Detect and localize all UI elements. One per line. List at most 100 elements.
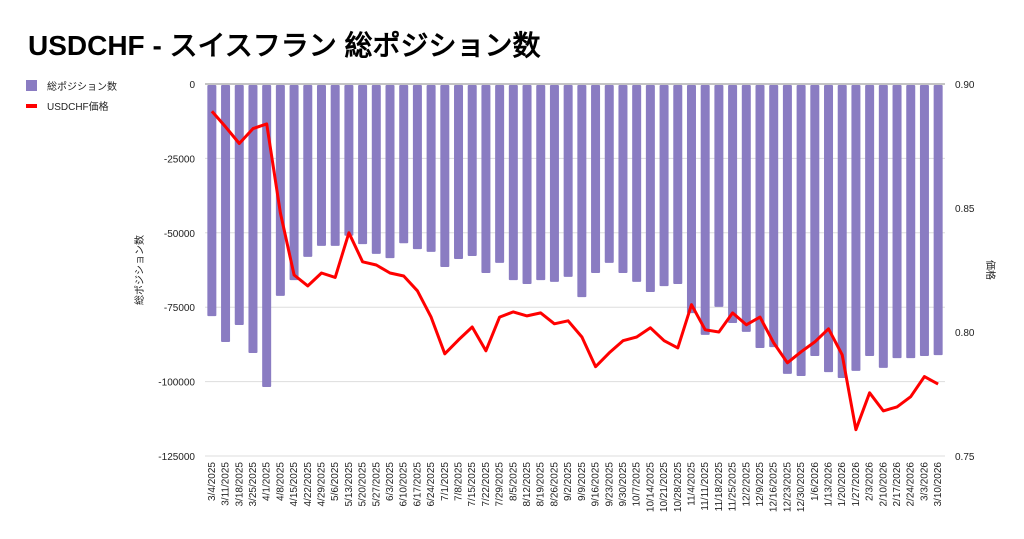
left-tick-label: 0 <box>189 80 195 91</box>
x-tick-label: 10/28/2025 <box>673 462 684 512</box>
x-tick-label: 2/17/2026 <box>892 462 903 507</box>
x-tick-label: 8/26/2025 <box>549 462 560 507</box>
bar <box>837 85 847 379</box>
bar <box>906 85 916 359</box>
x-tick-label: 11/25/2025 <box>728 462 739 512</box>
x-tick-label: 10/14/2025 <box>645 462 656 512</box>
x-tick-label: 7/8/2025 <box>454 462 465 501</box>
x-tick-label: 9/16/2025 <box>591 462 602 507</box>
chart-title: USDCHF - スイスフラン 総ポジション数 <box>28 30 541 61</box>
bar <box>659 85 669 287</box>
bar <box>303 85 313 257</box>
x-tick-label: 7/29/2025 <box>495 462 506 507</box>
x-tick-label: 12/23/2025 <box>782 462 793 512</box>
bar <box>440 85 450 268</box>
legend-label: USDCHF価格 <box>47 102 109 113</box>
bar <box>563 85 573 277</box>
x-tick-label: 4/22/2025 <box>303 462 314 507</box>
legend-swatch-line <box>26 103 37 108</box>
x-tick-label: 5/20/2025 <box>358 462 369 507</box>
bar <box>714 85 724 307</box>
x-tick-label: 10/21/2025 <box>659 462 670 512</box>
bar <box>495 85 505 263</box>
x-tick-label: 3/25/2025 <box>248 462 259 507</box>
x-tick-label: 12/16/2025 <box>769 462 780 512</box>
x-tick-label: 4/29/2025 <box>316 462 327 507</box>
bar <box>536 85 546 281</box>
price-line <box>210 110 939 432</box>
bar <box>467 85 477 257</box>
bar <box>782 85 792 374</box>
bar <box>234 85 244 326</box>
bar <box>481 85 491 273</box>
bar <box>508 85 518 281</box>
x-tick-label: 9/2/2025 <box>563 462 574 501</box>
bar <box>549 85 559 282</box>
x-tick-label: 3/18/2025 <box>234 462 245 507</box>
x-tick-label: 6/3/2025 <box>385 462 396 501</box>
bar <box>686 85 696 314</box>
x-tick-label: 7/22/2025 <box>481 462 492 507</box>
bar <box>522 85 532 284</box>
x-tick-label: 3/11/2025 <box>221 462 232 506</box>
bar <box>810 85 820 357</box>
bar <box>454 85 464 259</box>
x-tick-label: 6/10/2025 <box>399 462 410 507</box>
bar <box>919 85 929 357</box>
x-tick-label: 6/17/2025 <box>412 462 423 507</box>
x-tick-label: 8/19/2025 <box>536 462 547 507</box>
x-tick-label: 4/15/2025 <box>289 462 300 507</box>
legend-item-positions: 総ポジション数 <box>26 78 117 93</box>
bar <box>728 85 738 323</box>
bar <box>769 85 779 348</box>
right-tick-label: 0.85 <box>955 204 975 215</box>
x-tick-label: 12/2/2025 <box>741 462 752 507</box>
right-axis-label: 価格 <box>984 260 997 280</box>
bar <box>221 85 231 343</box>
x-tick-label: 3/10/2026 <box>933 462 944 507</box>
bar <box>577 85 587 298</box>
bar <box>412 85 422 250</box>
legend-swatch-bar <box>26 80 37 91</box>
left-tick-label: -50000 <box>164 229 196 240</box>
left-tick-label: -100000 <box>158 378 195 389</box>
left-tick-label: -125000 <box>158 452 195 463</box>
bar <box>591 85 601 273</box>
x-tick-label: 5/27/2025 <box>371 462 382 507</box>
right-tick-label: 0.75 <box>955 452 975 463</box>
x-tick-label: 9/9/2025 <box>577 462 588 501</box>
x-tick-label: 2/24/2026 <box>906 462 917 507</box>
legend-label: 総ポジション数 <box>47 82 117 93</box>
bar <box>358 85 368 245</box>
legend-item-price: USDCHF価格 <box>26 98 109 113</box>
bar <box>426 85 436 252</box>
x-tick-label: 12/9/2025 <box>755 462 766 507</box>
x-tick-label: 12/30/2025 <box>796 462 807 512</box>
x-tick-label: 10/7/2025 <box>632 462 643 507</box>
x-tick-label: 6/24/2025 <box>426 462 437 507</box>
bar <box>673 85 683 284</box>
bar <box>618 85 628 273</box>
x-tick-label: 11/18/2025 <box>714 462 725 512</box>
left-axis-label: 総ポジション数 <box>133 235 146 305</box>
bar <box>741 85 751 332</box>
bar <box>645 85 655 293</box>
x-tick-label: 8/12/2025 <box>522 462 533 507</box>
x-tick-label: 1/27/2026 <box>851 462 862 507</box>
x-tick-label: 9/30/2025 <box>618 462 629 507</box>
x-tick-label: 3/4/2025 <box>207 462 218 501</box>
x-tick-label: 1/13/2026 <box>824 462 835 507</box>
x-tick-label: 8/5/2025 <box>508 462 519 501</box>
right-tick-label: 0.90 <box>955 80 975 91</box>
bar <box>316 85 326 246</box>
bar <box>344 85 354 236</box>
x-tick-label: 4/1/2025 <box>262 462 273 501</box>
x-tick-label: 2/3/2026 <box>865 462 876 501</box>
bar <box>755 85 765 348</box>
bar <box>933 85 943 356</box>
x-tick-label: 9/23/2025 <box>604 462 615 507</box>
x-tick-label: 4/8/2025 <box>275 462 286 501</box>
bar <box>824 85 834 373</box>
bar <box>878 85 888 368</box>
x-tick-label: 1/20/2026 <box>837 462 848 507</box>
